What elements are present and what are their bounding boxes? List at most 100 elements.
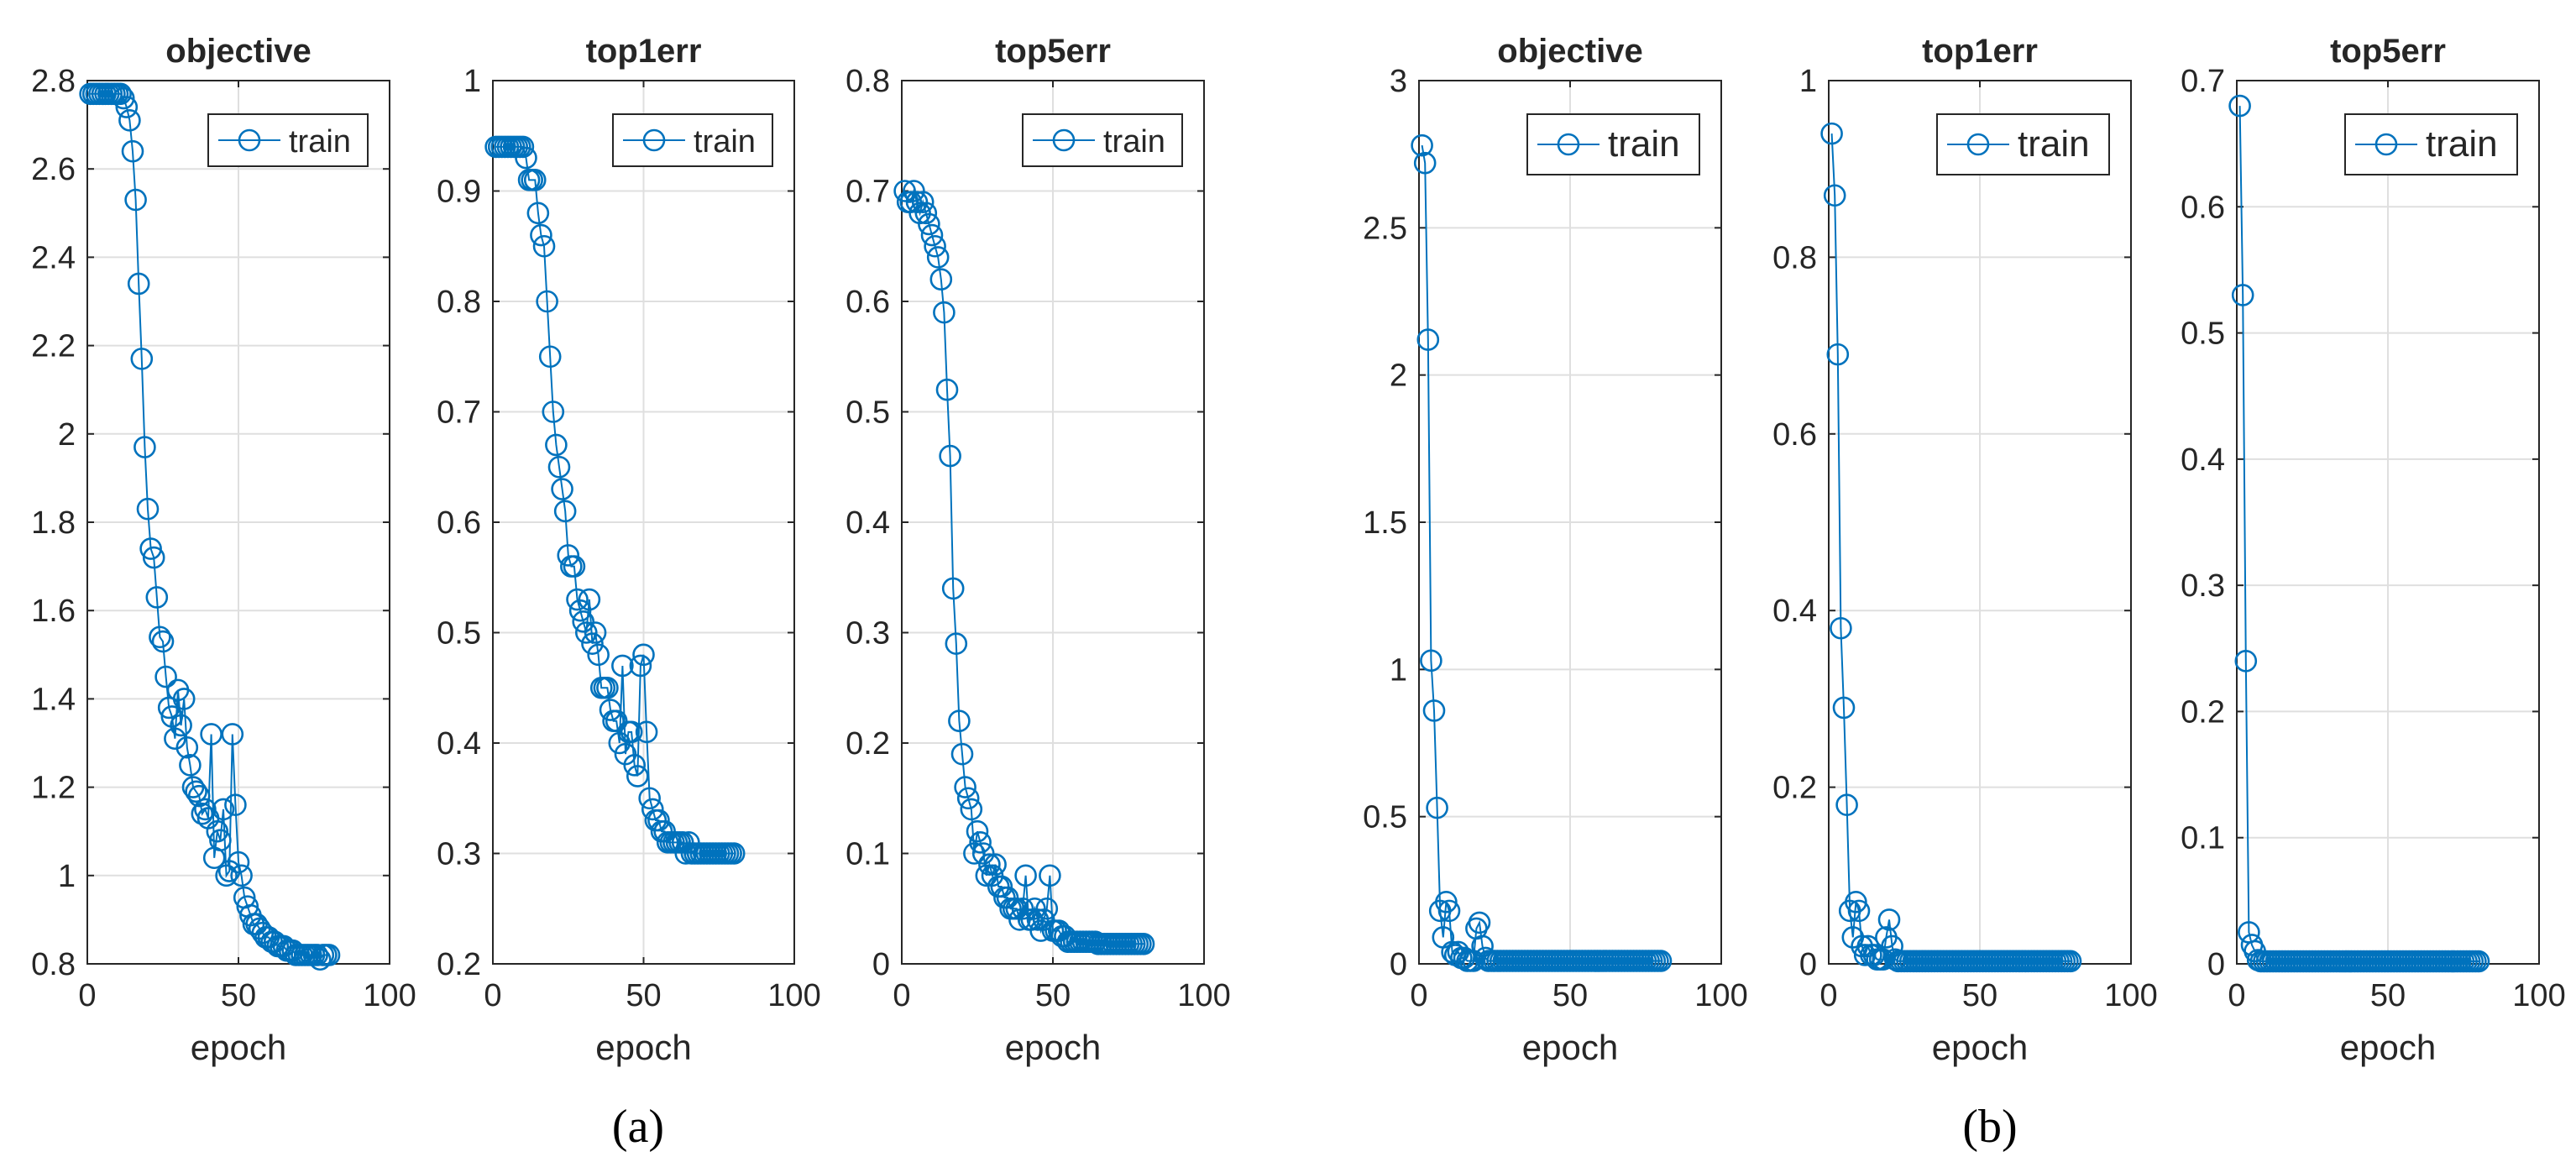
chart-4-xlabel: epoch bbox=[1522, 1028, 1618, 1067]
chart-2-ytick-label: 0.2 bbox=[437, 947, 481, 982]
chart-5-ytick-label: 0.6 bbox=[1772, 417, 1817, 453]
chart-3-data-point bbox=[918, 212, 940, 236]
chart-2-data-point bbox=[581, 632, 604, 655]
chart-3-xtick-label: 0 bbox=[893, 978, 910, 1013]
chart-1-data-point bbox=[172, 688, 196, 710]
chart-1-legend-marker bbox=[238, 128, 261, 152]
chart-5-ytick-label: 0.8 bbox=[1772, 240, 1817, 275]
chart-1-data-point bbox=[191, 802, 214, 825]
chart-2-ytick-label: 0.9 bbox=[437, 175, 481, 210]
chart-4-xtick-label: 100 bbox=[1694, 978, 1747, 1013]
chart-1-data-point bbox=[175, 735, 199, 759]
chart-2-data-point bbox=[572, 610, 595, 633]
chart-1-data-point bbox=[224, 793, 247, 816]
chart-4-series-line bbox=[1421, 144, 1661, 962]
chart-5-data-point bbox=[1835, 793, 1858, 816]
chart-2-data-point bbox=[605, 709, 628, 733]
chart-2-xlabel: epoch bbox=[595, 1028, 691, 1067]
chart-2-data-point bbox=[638, 787, 661, 810]
chart-1-data-point bbox=[179, 753, 202, 777]
chart-1-xtick-label: 0 bbox=[78, 978, 96, 1013]
chart-6-ytick-label: 0.6 bbox=[2181, 190, 2225, 225]
chart-2-data-point bbox=[641, 798, 664, 821]
chart-2-data-point bbox=[599, 699, 622, 721]
chart-4-ytick-label: 0 bbox=[1390, 947, 1407, 982]
chart-1-ytick-label: 2.2 bbox=[31, 329, 76, 364]
chart-2-data-point bbox=[532, 234, 556, 258]
chart-2-ytick-label: 1 bbox=[463, 64, 481, 99]
chart-1-data-point bbox=[215, 864, 238, 887]
chart-5-xlabel: epoch bbox=[1932, 1028, 2028, 1067]
chart-3-data-point bbox=[920, 223, 944, 247]
chart-2-data-point bbox=[526, 202, 550, 225]
chart-2-data-point bbox=[566, 588, 589, 611]
chart-1-ytick-label: 1.6 bbox=[31, 594, 76, 629]
chart-5-data-point bbox=[1820, 122, 1843, 145]
chart-6-xtick-label: 100 bbox=[2512, 978, 2565, 1013]
chart-5-data-point bbox=[1832, 696, 1856, 720]
chart-5-legend-marker bbox=[1966, 133, 1990, 156]
chart-1-ytick-label: 0.8 bbox=[31, 947, 76, 982]
chart-3-data-point bbox=[929, 268, 953, 291]
chart-3-ytick-label: 0.5 bbox=[846, 395, 890, 431]
chart-5-ytick-label: 1 bbox=[1799, 64, 1817, 99]
chart-1-data-point bbox=[134, 436, 156, 458]
chart-3: 0 0.1 0.2 0.3 0.4 0.5 0.6 0.7 0.8 0 50 100 top5err ep… bbox=[846, 33, 1231, 1067]
chart-1-data-point bbox=[118, 109, 141, 132]
chart-3-xtick-label: 50 bbox=[1035, 978, 1071, 1013]
chart-2-data-point bbox=[542, 400, 565, 423]
chart-4-ytick-label: 1.5 bbox=[1363, 505, 1407, 541]
chart-4-title: objective bbox=[1497, 33, 1642, 70]
chart-2-ytick-label: 0.7 bbox=[437, 395, 481, 431]
chart-4-ytick-label: 1 bbox=[1390, 652, 1407, 688]
chart-3-data-point bbox=[948, 709, 971, 733]
chart-4-legend-marker bbox=[1557, 133, 1580, 156]
chart-3-data-point bbox=[941, 577, 965, 600]
chart-2-data-point bbox=[620, 720, 643, 744]
chart-6: 0 0.1 0.2 0.3 0.4 0.5 0.6 0.7 0 50 100 top5err epoch… bbox=[2181, 33, 2566, 1067]
chart-1-data-point bbox=[221, 723, 244, 746]
chart-4-ytick-label: 3 bbox=[1390, 64, 1407, 99]
chart-1-data-point bbox=[317, 944, 341, 966]
chart-4-xtick-label: 50 bbox=[1552, 978, 1588, 1013]
chart-2-data-point bbox=[584, 621, 607, 644]
chart-5-legend-label: train bbox=[2018, 123, 2090, 165]
chart-2-data-point bbox=[551, 478, 573, 500]
chart-3-data-point bbox=[935, 378, 959, 401]
chart-3-data-point bbox=[971, 842, 995, 865]
chart-3-data-point bbox=[933, 301, 956, 324]
chart-1-data-point bbox=[109, 82, 132, 106]
chart-5-data-point bbox=[1847, 899, 1871, 923]
caption-a: (a) bbox=[612, 1101, 664, 1153]
chart-1: 0.8 1 1.2 1.4 1.6 1.8 2 2.2 2.4 2.6 2.8 0 50 100 objec… bbox=[31, 33, 416, 1067]
chart-3-ytick-label: 0 bbox=[872, 947, 890, 982]
chart-2-data-point bbox=[611, 654, 634, 678]
chart-1-data-point bbox=[206, 819, 229, 843]
chart-3-data-point bbox=[990, 875, 1013, 898]
chart-3-data-point bbox=[969, 831, 992, 854]
chart-3-legend-marker bbox=[1052, 128, 1076, 152]
chart-3-ytick-label: 0.2 bbox=[846, 726, 890, 762]
chart-4-data-point bbox=[1413, 151, 1437, 175]
chart-2-data-point bbox=[515, 146, 537, 170]
chart-2-ytick-label: 0.5 bbox=[437, 616, 481, 652]
chart-1-data-point bbox=[149, 625, 171, 649]
caption-b: (b) bbox=[1962, 1101, 2017, 1153]
chart-5-xtick-label: 50 bbox=[1962, 978, 1997, 1013]
chart-3-data-point bbox=[984, 853, 1007, 876]
chart-3-data-point bbox=[924, 234, 946, 258]
chart-3-ytick-label: 0.7 bbox=[846, 175, 890, 210]
chart-1-data-point bbox=[124, 188, 147, 212]
chart-5-xtick-label: 0 bbox=[1819, 978, 1837, 1013]
chart-2-data-point bbox=[563, 555, 586, 578]
chart-2-ytick-label: 0.4 bbox=[437, 726, 481, 762]
chart-3-legend-label: train bbox=[1103, 124, 1165, 160]
chart-5-ytick-label: 0.4 bbox=[1772, 594, 1817, 629]
chart-2-data-point bbox=[536, 290, 558, 313]
chart-3-data-point bbox=[1008, 908, 1031, 931]
chart-4-ytick-label: 2 bbox=[1390, 359, 1407, 394]
chart-1-data-point bbox=[127, 272, 150, 296]
chart-3-legend: train bbox=[1022, 113, 1183, 167]
chart-3-xtick-label: 100 bbox=[1177, 978, 1230, 1013]
chart-2-xtick-label: 50 bbox=[626, 978, 661, 1013]
